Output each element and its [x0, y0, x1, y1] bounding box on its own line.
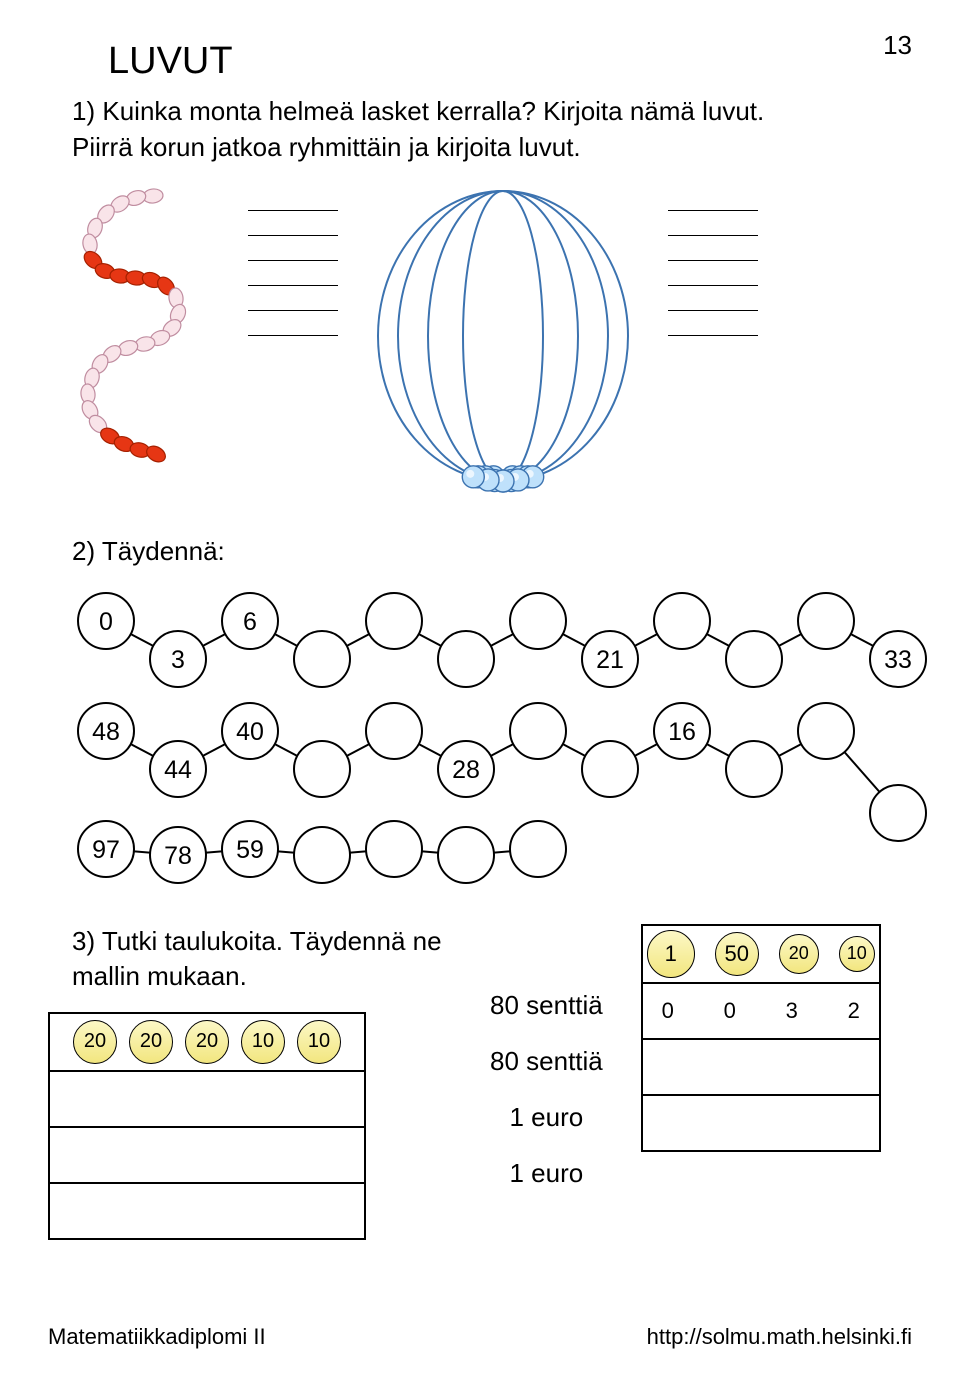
blank-line[interactable] [248, 260, 338, 261]
blank-column-right [668, 186, 758, 336]
count-value: 3 [786, 998, 798, 1024]
blank-line[interactable] [248, 310, 338, 311]
table-row[interactable] [50, 1182, 364, 1238]
chain-node[interactable] [726, 741, 782, 797]
svg-text:48: 48 [92, 718, 120, 746]
svg-text:78: 78 [164, 842, 192, 870]
table-row[interactable] [50, 1070, 364, 1126]
svg-text:0: 0 [99, 608, 113, 636]
chain-node[interactable] [510, 593, 566, 649]
svg-text:3: 3 [171, 646, 185, 674]
chain-node[interactable] [654, 593, 710, 649]
amount-label: 80 senttiä [490, 978, 603, 1034]
q1-line2: Piirrä korun jatkoa ryhmittäin ja kirjoi… [72, 132, 581, 162]
coin-1: 1 [647, 930, 695, 978]
count-value: 0 [724, 998, 736, 1024]
blank-line[interactable] [248, 285, 338, 286]
chain-node[interactable] [510, 821, 566, 877]
amount-label: 1 euro [510, 1090, 584, 1146]
question-3-text: 3) Tutki taulukoita. Täydennä ne mallin … [72, 924, 452, 994]
question-1-figures [48, 186, 912, 506]
chain-node[interactable] [798, 593, 854, 649]
amount-label: 80 senttiä [490, 1034, 603, 1090]
table-row: 1 50 20 10 [643, 926, 879, 982]
number-chains: 0 3 6 21 33 48 44 40 28 16 97 78 59 [58, 581, 928, 901]
coin-10: 10 [297, 1020, 341, 1064]
chain-node[interactable] [366, 703, 422, 759]
q1-label: 1) [72, 96, 95, 126]
chain-node[interactable] [438, 631, 494, 687]
table-row: 20 20 20 10 10 [50, 1014, 364, 1070]
q3-line1: Tutki taulukoita. Täydennä ne [102, 926, 442, 956]
coin-20: 20 [73, 1020, 117, 1064]
blank-line[interactable] [668, 310, 758, 311]
q3-line2: mallin mukaan. [72, 961, 247, 991]
chain-node[interactable] [366, 821, 422, 877]
question-3-row: 3) Tutki taulukoita. Täydennä ne mallin … [48, 924, 912, 1240]
svg-text:44: 44 [164, 756, 192, 784]
blank-line[interactable] [668, 285, 758, 286]
footer: Matematiikkadiplomi II http://solmu.math… [48, 1324, 912, 1350]
left-coin-table: 20 20 20 10 10 [48, 1012, 366, 1240]
svg-text:33: 33 [884, 646, 912, 674]
q2-label: 2) [72, 536, 95, 566]
middle-label-column: 80 senttiä80 senttiä1 euro1 euro [490, 924, 603, 1202]
table-row[interactable] [50, 1126, 364, 1182]
blank-line[interactable] [668, 260, 758, 261]
page-title: LUVUT [108, 40, 912, 83]
coin-20: 20 [185, 1020, 229, 1064]
svg-text:6: 6 [243, 608, 257, 636]
svg-text:28: 28 [452, 756, 480, 784]
chain-node[interactable] [510, 703, 566, 759]
chain-node[interactable] [726, 631, 782, 687]
chain-node[interactable] [366, 593, 422, 649]
chain-node[interactable] [294, 741, 350, 797]
footer-right: http://solmu.math.helsinki.fi [647, 1324, 912, 1350]
chain-node[interactable] [294, 631, 350, 687]
table-row[interactable] [643, 1038, 879, 1094]
footer-left: Matematiikkadiplomi II [48, 1324, 266, 1350]
question-1-text: 1) Kuinka monta helmeä lasket kerralla? … [72, 93, 912, 166]
chain-node[interactable] [798, 703, 854, 759]
coin-20: 20 [779, 934, 819, 974]
coin-10: 10 [839, 936, 875, 972]
count-value: 0 [662, 998, 674, 1024]
blank-line[interactable] [668, 210, 758, 211]
chain-node[interactable] [294, 827, 350, 883]
blank-line[interactable] [248, 335, 338, 336]
chain-node[interactable] [870, 785, 926, 841]
svg-text:21: 21 [596, 646, 624, 674]
page-number: 13 [883, 30, 912, 61]
table-row[interactable] [643, 1094, 879, 1150]
svg-text:16: 16 [668, 718, 696, 746]
blank-line[interactable] [248, 210, 338, 211]
svg-text:40: 40 [236, 718, 264, 746]
amount-label: 1 euro [510, 1146, 584, 1202]
right-coin-table: 1 50 20 10 0 0 3 2 [641, 924, 881, 1152]
blank-line[interactable] [668, 235, 758, 236]
q2-line: Täydennä: [102, 536, 225, 566]
coin-50: 50 [715, 932, 759, 976]
coin-20: 20 [129, 1020, 173, 1064]
question-2-text: 2) Täydennä: [72, 536, 912, 567]
svg-text:97: 97 [92, 836, 120, 864]
blank-line[interactable] [248, 235, 338, 236]
blank-column-left [248, 186, 338, 336]
chain-node[interactable] [438, 827, 494, 883]
table-row: 0 0 3 2 [643, 982, 879, 1038]
red-bead-string [48, 186, 228, 506]
coin-10: 10 [241, 1020, 285, 1064]
q1-line1: Kuinka monta helmeä lasket kerralla? Kir… [102, 96, 764, 126]
svg-text:59: 59 [236, 836, 264, 864]
blank-line[interactable] [668, 335, 758, 336]
count-value: 2 [848, 998, 860, 1024]
q3-label: 3) [72, 926, 95, 956]
chain-node[interactable] [582, 741, 638, 797]
blue-necklace [358, 186, 648, 506]
